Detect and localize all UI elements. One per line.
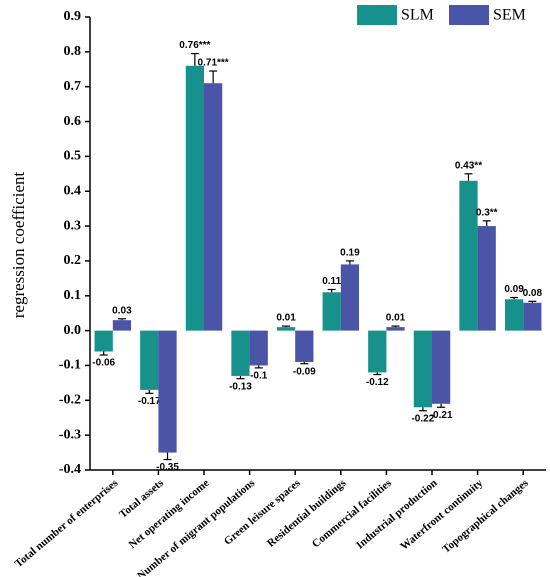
y-tick-label: 0.2 bbox=[64, 253, 82, 268]
bar bbox=[112, 320, 132, 331]
value-label: -0.17 bbox=[138, 396, 161, 407]
legend-label: SLM bbox=[401, 7, 434, 24]
bar bbox=[158, 330, 177, 453]
y-tick-label: -0.2 bbox=[59, 393, 81, 408]
error-bar bbox=[528, 300, 537, 303]
bar bbox=[295, 330, 314, 362]
bar bbox=[413, 330, 432, 408]
error-bar bbox=[190, 52, 199, 66]
bar bbox=[340, 264, 360, 331]
y-tick-label: 0.9 bbox=[64, 9, 82, 24]
error-bar bbox=[163, 452, 172, 461]
x-tick-label: Total number of enterprises bbox=[13, 477, 121, 571]
y-tick-label: 0.6 bbox=[64, 114, 82, 129]
y-tick-label: 0.0 bbox=[64, 323, 82, 338]
value-label: 0.09 bbox=[504, 284, 524, 295]
value-label: 0.08 bbox=[523, 288, 543, 299]
bar bbox=[477, 226, 496, 331]
value-label: 0.01 bbox=[276, 313, 296, 324]
x-tick-label: Green leisure spaces bbox=[222, 477, 303, 548]
value-label: -0.13 bbox=[229, 381, 252, 392]
error-bar bbox=[418, 407, 427, 412]
legend-swatch bbox=[449, 5, 489, 25]
error-bar bbox=[145, 389, 154, 394]
bar bbox=[204, 83, 223, 331]
x-tick-label: Waterfront continuity bbox=[398, 477, 485, 553]
legend-swatch bbox=[357, 5, 397, 25]
bar bbox=[504, 299, 524, 331]
bar bbox=[276, 327, 296, 331]
bar bbox=[185, 65, 204, 331]
error-bar bbox=[510, 296, 519, 300]
y-tick-label: 0.8 bbox=[64, 44, 82, 59]
value-label: 0.43** bbox=[455, 160, 482, 171]
y-tick-label: 0.5 bbox=[64, 149, 82, 164]
value-label: -0.06 bbox=[92, 358, 115, 369]
y-tick-label: 0.7 bbox=[64, 79, 82, 94]
value-label: 0.11 bbox=[322, 276, 341, 287]
x-tick-label: Net operating income bbox=[127, 477, 212, 551]
y-tick-label: 0.1 bbox=[64, 288, 82, 303]
error-bar bbox=[254, 365, 263, 369]
bar bbox=[432, 330, 451, 404]
value-label: -0.12 bbox=[366, 377, 389, 388]
x-tick-label: Commercial facilities bbox=[310, 477, 395, 551]
value-label: 0.19 bbox=[340, 248, 360, 259]
value-label: 0.01 bbox=[386, 313, 406, 324]
value-label: -0.22 bbox=[411, 413, 434, 424]
value-label: 0.3** bbox=[476, 207, 498, 218]
error-bar bbox=[391, 325, 400, 328]
value-label: -0.35 bbox=[156, 462, 179, 473]
bar bbox=[231, 330, 250, 376]
bar bbox=[459, 180, 478, 331]
y-tick-label: 0.3 bbox=[64, 218, 82, 233]
legend-label: SEM bbox=[493, 7, 526, 24]
error-bar bbox=[327, 288, 336, 293]
y-tick-label: -0.1 bbox=[59, 358, 81, 373]
error-bar bbox=[117, 318, 126, 321]
value-label: -0.1 bbox=[250, 371, 268, 382]
bar bbox=[322, 292, 341, 331]
value-label: -0.21 bbox=[430, 410, 453, 421]
bar bbox=[523, 302, 542, 331]
x-tick-label: Residential buildings bbox=[265, 477, 349, 550]
y-axis-label: regression coefficient bbox=[9, 171, 28, 318]
value-label: 0.76*** bbox=[179, 40, 210, 51]
error-bar bbox=[464, 173, 473, 181]
error-bar bbox=[282, 325, 291, 328]
error-bar bbox=[300, 361, 309, 365]
error-bar bbox=[482, 220, 491, 227]
x-tick-label: Topographical changes bbox=[440, 477, 531, 556]
bar bbox=[140, 330, 159, 390]
y-tick-label: 0.4 bbox=[64, 183, 82, 198]
error-bar bbox=[236, 375, 245, 380]
value-label: 0.71*** bbox=[198, 58, 229, 69]
error-bar bbox=[209, 70, 218, 84]
bar bbox=[386, 327, 405, 331]
x-tick-label: Industrial production bbox=[354, 477, 440, 551]
bar bbox=[368, 330, 387, 373]
error-bar bbox=[345, 260, 354, 265]
value-label: 0.03 bbox=[112, 305, 132, 316]
y-tick-label: -0.4 bbox=[59, 462, 81, 477]
value-label: -0.09 bbox=[293, 366, 316, 377]
error-bar bbox=[437, 403, 446, 408]
bar bbox=[249, 330, 268, 366]
bar bbox=[94, 330, 113, 352]
y-tick-label: -0.3 bbox=[59, 427, 81, 442]
error-bar bbox=[373, 372, 382, 376]
error-bar bbox=[99, 351, 108, 356]
